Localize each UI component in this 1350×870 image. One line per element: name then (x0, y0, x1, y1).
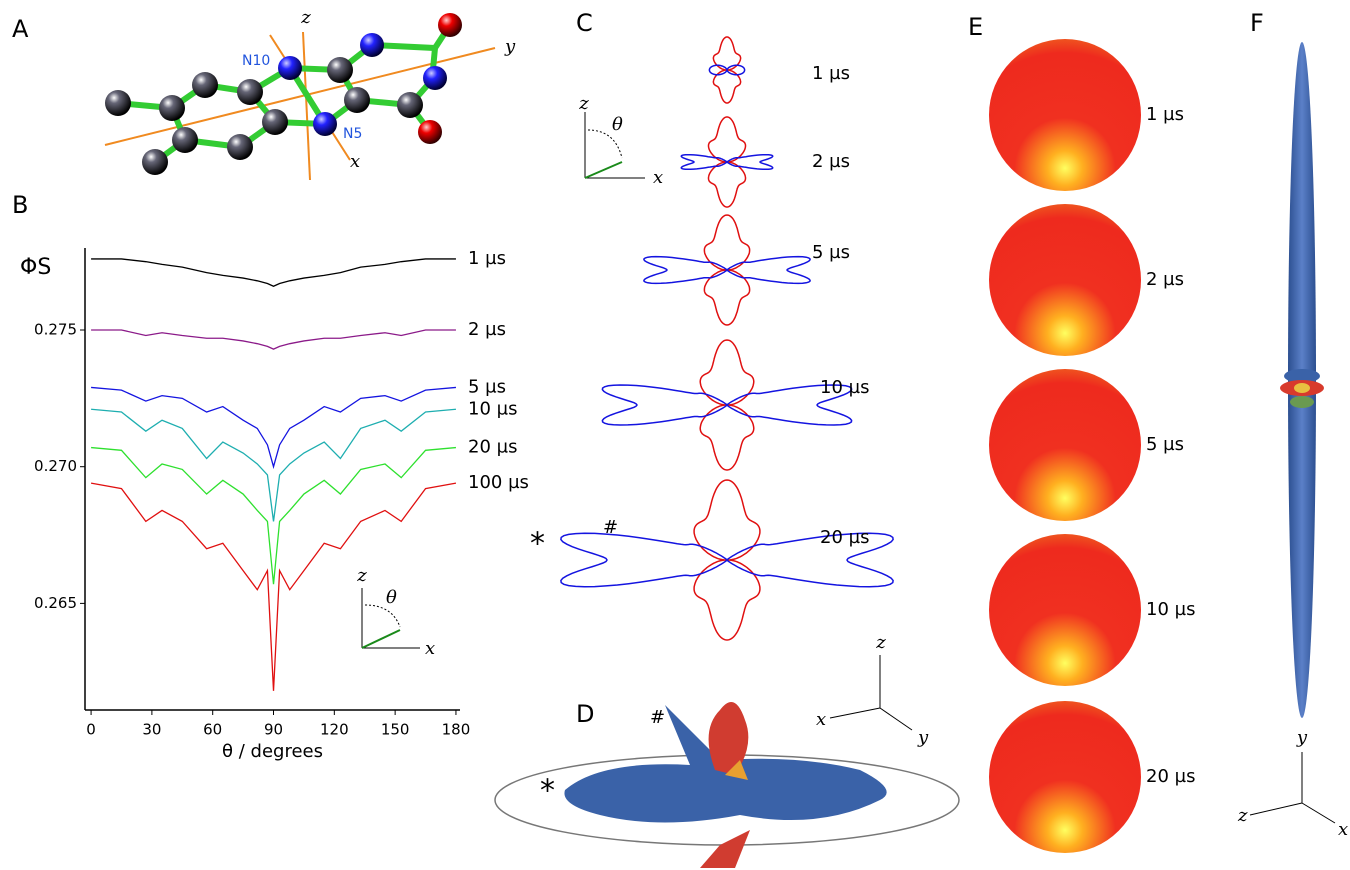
axis-label: x (1338, 819, 1348, 840)
panel-label: C (576, 9, 593, 37)
mark: * (530, 527, 545, 562)
spheres: 1 µs 2 µs 5 µs 10 µs 20 µs (989, 39, 1195, 853)
series-label: 1 µs (468, 248, 506, 269)
x-tick-label: 180 (442, 721, 471, 739)
time-label: 2 µs (1146, 269, 1184, 290)
axis-label: y (917, 727, 929, 748)
time-label: 5 µs (1146, 434, 1184, 455)
x-tick-label: 0 (86, 721, 96, 739)
y-tick-label: 0.265 (34, 594, 77, 612)
series-line (91, 483, 456, 691)
axis-label: z (1237, 805, 1248, 826)
polar-blue (709, 65, 744, 74)
inset-vector (362, 630, 400, 648)
mark: # (650, 707, 665, 728)
time-label: 5 µs (812, 242, 850, 263)
sphere (989, 534, 1141, 686)
sphere (989, 701, 1141, 853)
sphere (989, 204, 1141, 356)
polar-plots: 1 µs 2 µs 5 µs 10 µs 20 µs (561, 37, 893, 640)
series-label: 100 µs (468, 472, 529, 493)
series-line (91, 387, 456, 466)
x-tick-label: 90 (264, 721, 283, 739)
molecule (105, 13, 495, 180)
inset-label: z (356, 565, 367, 586)
axis-label: x (653, 167, 663, 188)
inset-label: x (425, 638, 435, 659)
panel-label: A (12, 15, 29, 43)
series-label: 20 µs (468, 437, 517, 458)
panel-label: D (576, 700, 594, 728)
y-tick-label: 0.275 (34, 321, 77, 339)
mark: * (540, 774, 555, 809)
polar-blue (644, 257, 810, 284)
axis-label: z (875, 632, 886, 653)
polar-blue (681, 155, 772, 170)
time-label: 2 µs (812, 151, 850, 172)
time-label: 10 µs (820, 377, 869, 398)
panel-label: B (12, 191, 28, 219)
figure: A N10 N5 z y x B 0.265 0.270 0.275 0 30 60 90 1… (0, 0, 1350, 870)
series-label: 5 µs (468, 376, 506, 397)
axis-label: x (816, 709, 826, 730)
series-label: 10 µs (468, 398, 517, 419)
time-label: 20 µs (820, 527, 869, 548)
panel-label: E (968, 13, 983, 41)
axis-label: y (1296, 727, 1308, 748)
time-label: 1 µs (812, 63, 850, 84)
x-tick-label: 30 (142, 721, 161, 739)
surface-3d (495, 702, 959, 868)
time-label: 10 µs (1146, 599, 1195, 620)
polar-blue (602, 385, 851, 425)
atom-label: N10 (242, 53, 270, 69)
x-tick-label: 60 (203, 721, 222, 739)
needle-shape (1280, 42, 1324, 718)
time-label: 1 µs (1146, 104, 1184, 125)
y-tick-label: 0.270 (34, 457, 77, 475)
sphere (989, 369, 1141, 521)
axis-label: z (578, 93, 589, 114)
y-axis-label: ΦS (20, 255, 51, 280)
axis-label: z (300, 7, 311, 28)
x-axis-label: θ / degrees (222, 741, 323, 762)
x-tick-label: 150 (381, 721, 410, 739)
theta-label: θ (612, 114, 623, 135)
panel-label: F (1250, 9, 1264, 37)
atom-label: N5 (343, 126, 362, 142)
series-line (91, 330, 456, 349)
axis-label: x (350, 151, 360, 172)
sphere (989, 39, 1141, 191)
inset-label: θ (386, 587, 397, 608)
axes-icon (1250, 752, 1335, 823)
axis-label: y (504, 36, 516, 57)
axes-icon (830, 655, 912, 730)
mark: # (603, 517, 618, 538)
series-label: 2 µs (468, 319, 506, 340)
time-label: 20 µs (1146, 766, 1195, 787)
series-line (91, 259, 456, 286)
line-chart: 0.265 0.270 0.275 0 30 60 90 120 150 180 θ / degre… (20, 248, 529, 762)
inset-arc (365, 605, 400, 627)
x-tick-label: 120 (320, 721, 349, 739)
